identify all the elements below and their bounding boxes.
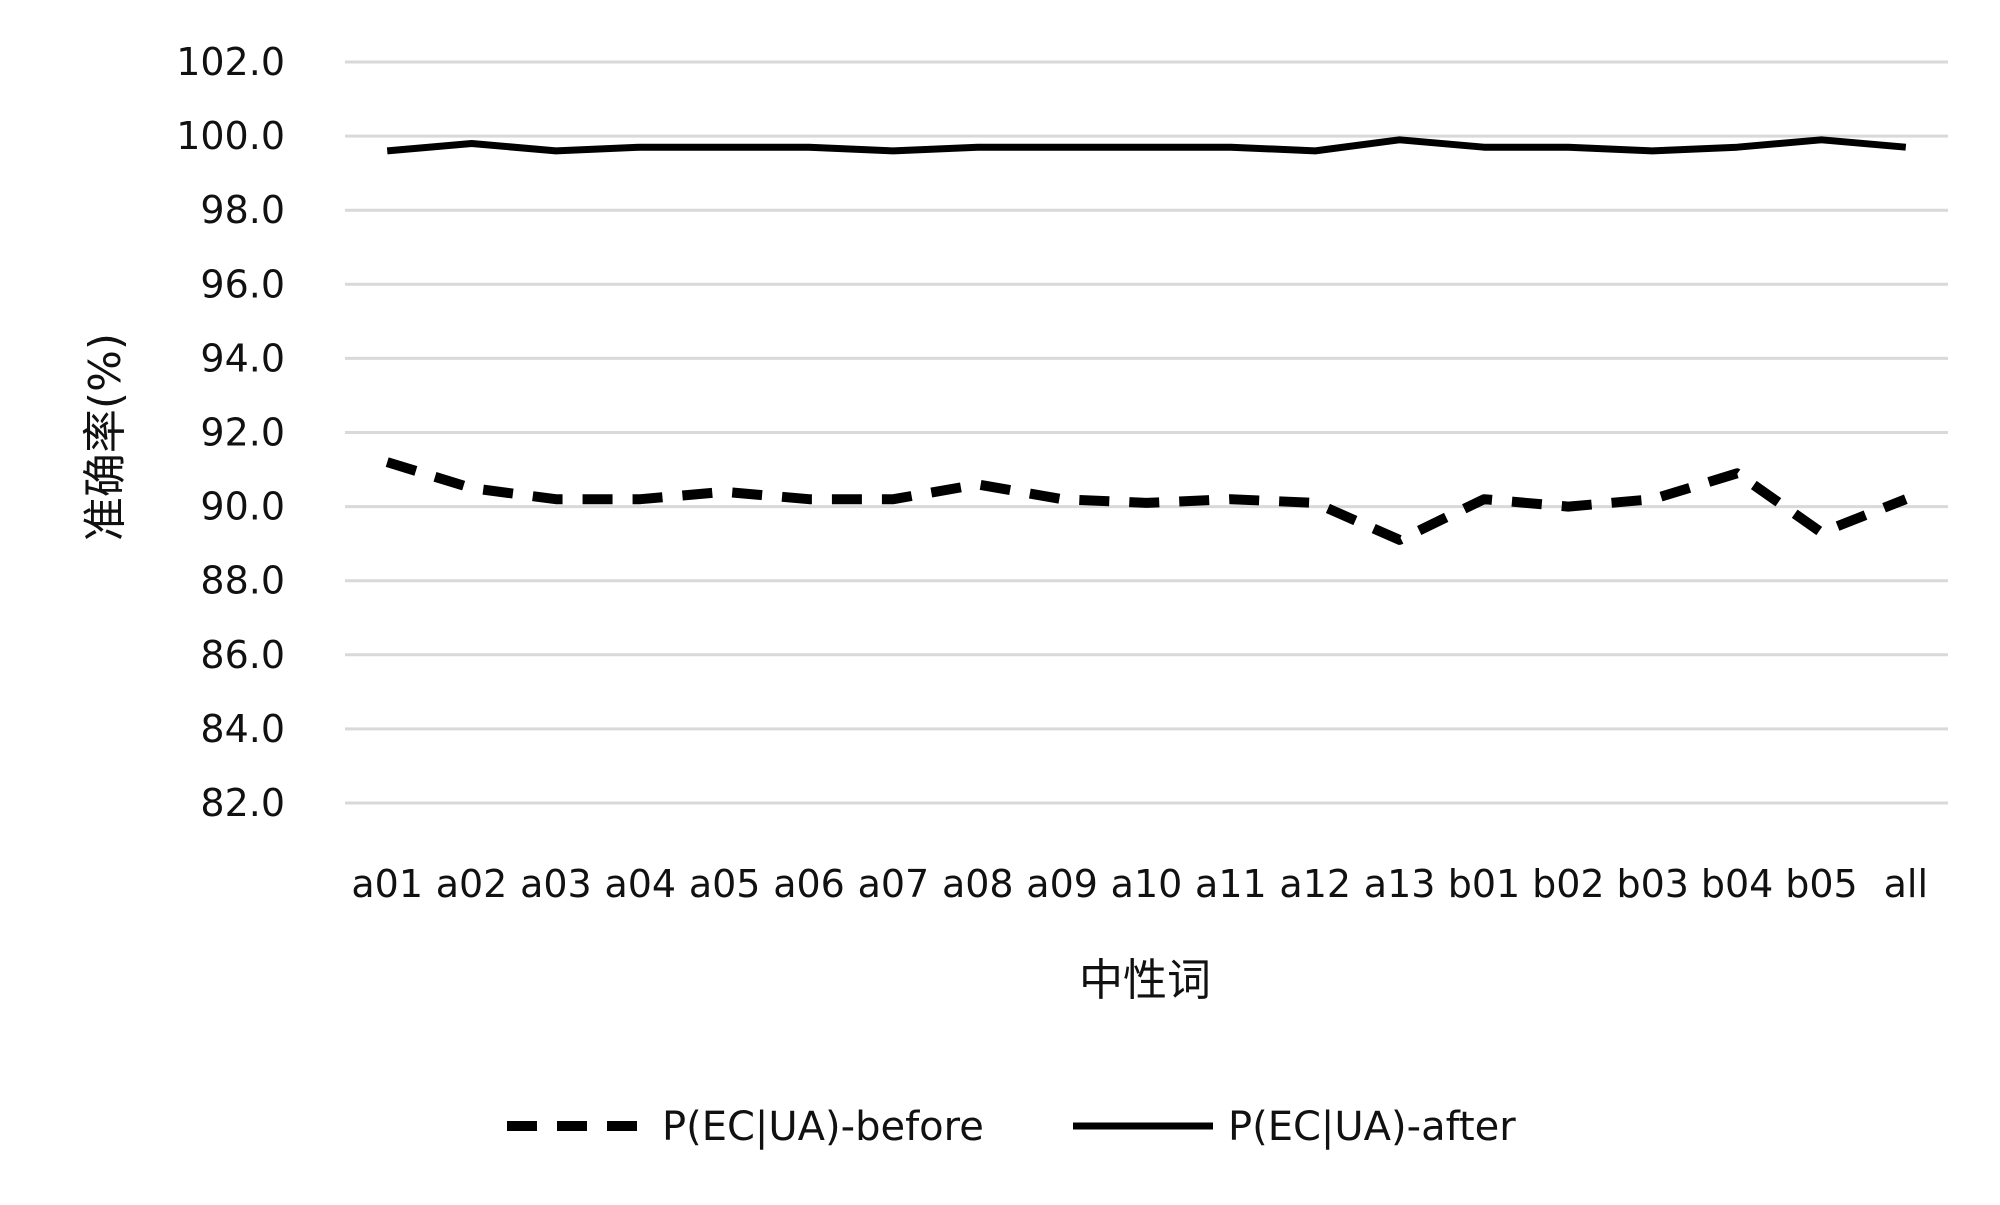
x-axis-title: 中性词 bbox=[1079, 955, 1211, 1006]
x-tick-label: a07 bbox=[858, 862, 930, 906]
data-point bbox=[1821, 532, 1822, 533]
y-tick-label: 94.0 bbox=[200, 336, 285, 380]
y-tick-label: 98.0 bbox=[200, 188, 285, 232]
y-axis-title: 准确率(%) bbox=[80, 333, 131, 541]
x-tick-label: all bbox=[1884, 862, 1928, 906]
x-tick-label: a08 bbox=[942, 862, 1014, 906]
x-tick-label: a12 bbox=[1279, 862, 1351, 906]
data-point bbox=[471, 488, 472, 489]
legend: P(EC|UA)-before P(EC|UA)-after bbox=[507, 1104, 1516, 1150]
x-tick-label: a03 bbox=[520, 862, 592, 906]
y-tick-label: 90.0 bbox=[200, 485, 285, 529]
data-point bbox=[724, 491, 725, 492]
x-tick-label: a09 bbox=[1026, 862, 1098, 906]
y-tick-label: 100.0 bbox=[176, 114, 285, 158]
data-point bbox=[1315, 502, 1316, 503]
y-tick-label: 82.0 bbox=[200, 781, 285, 825]
x-tick-label: b03 bbox=[1616, 862, 1688, 906]
x-tick-label: a13 bbox=[1364, 862, 1436, 906]
y-tick-label: 86.0 bbox=[200, 633, 285, 677]
x-tick-label: b02 bbox=[1532, 862, 1604, 906]
data-point bbox=[977, 484, 978, 485]
gridlines bbox=[345, 60, 1948, 805]
x-tick-label: a02 bbox=[436, 862, 508, 906]
data-point bbox=[1062, 499, 1063, 500]
x-tick-label: b05 bbox=[1785, 862, 1857, 906]
y-axis-ticks: 82.0 84.0 86.0 88.0 90.0 92.0 94.0 96.0 98.0 100.… bbox=[176, 40, 285, 825]
y-tick-label: 102.0 bbox=[176, 40, 285, 84]
y-tick-label: 92.0 bbox=[200, 411, 285, 455]
series-line-after bbox=[386, 136, 1907, 155]
data-point bbox=[1652, 499, 1653, 500]
x-tick-label: a06 bbox=[773, 862, 845, 906]
x-axis-ticks: a01 a02 a03 a04 a05 a06 a07 a08 a09 a10 a11 a12 a13 b… bbox=[351, 862, 1928, 906]
x-tick-label: a01 bbox=[351, 862, 423, 906]
y-tick-label: 84.0 bbox=[200, 707, 285, 751]
x-tick-label: a04 bbox=[604, 862, 676, 906]
legend-label-after: P(EC|UA)-after bbox=[1228, 1104, 1516, 1150]
x-tick-label: b01 bbox=[1448, 862, 1520, 906]
x-tick-label: a10 bbox=[1111, 862, 1183, 906]
y-tick-label: 88.0 bbox=[200, 559, 285, 603]
series-line-before bbox=[385, 457, 1908, 545]
x-tick-label: a05 bbox=[689, 862, 761, 906]
y-tick-label: 96.0 bbox=[200, 262, 285, 306]
x-tick-label: a11 bbox=[1195, 862, 1267, 906]
series-lines bbox=[385, 136, 1908, 545]
legend-label-before: P(EC|UA)-before bbox=[662, 1104, 984, 1150]
x-tick-label: b04 bbox=[1701, 862, 1773, 906]
